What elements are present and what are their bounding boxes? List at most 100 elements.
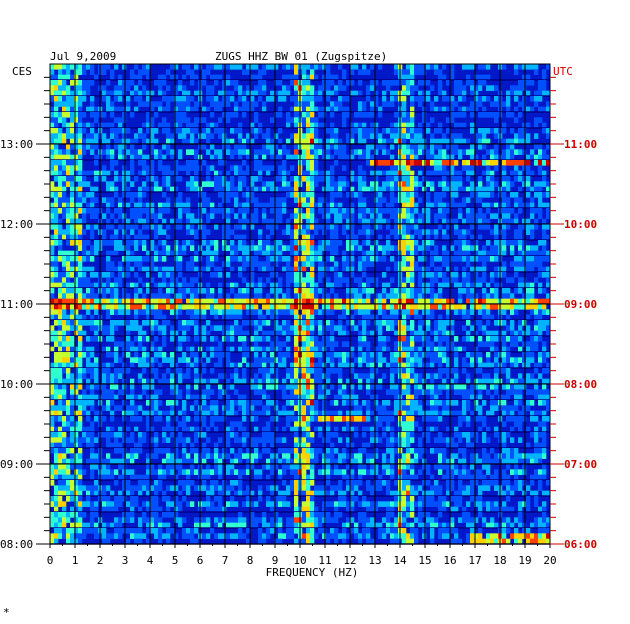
spectrogram-cell bbox=[330, 352, 335, 358]
spectrogram-cell bbox=[142, 298, 147, 305]
spectrogram-cell bbox=[406, 181, 411, 187]
spectrogram-cell bbox=[418, 272, 423, 278]
spectrogram-cell bbox=[530, 330, 535, 337]
spectrogram-cell bbox=[234, 202, 239, 209]
spectrogram-cell bbox=[482, 341, 487, 347]
spectrogram-cell bbox=[502, 165, 507, 171]
spectrogram-cell bbox=[190, 160, 195, 166]
spectrogram-cell bbox=[162, 165, 167, 171]
spectrogram-cell bbox=[366, 218, 371, 225]
spectrogram-cell bbox=[170, 309, 175, 315]
spectrogram-cell bbox=[266, 378, 271, 385]
spectrogram-cell bbox=[494, 234, 499, 241]
spectrogram-cell bbox=[242, 368, 247, 374]
spectrogram-cell bbox=[358, 378, 363, 385]
spectrogram-cell bbox=[130, 341, 135, 347]
spectrogram-cell bbox=[346, 293, 351, 299]
spectrogram-cell bbox=[442, 368, 447, 374]
spectrogram-cell bbox=[234, 64, 239, 70]
spectrogram-cell bbox=[134, 314, 139, 321]
spectrogram-cell bbox=[454, 144, 459, 150]
spectrogram-cell bbox=[262, 106, 267, 113]
spectrogram-cell bbox=[234, 213, 239, 219]
spectrogram-cell bbox=[506, 90, 511, 97]
spectrogram-cell bbox=[394, 384, 399, 390]
spectrogram-cell bbox=[126, 261, 131, 267]
spectrogram-cell bbox=[382, 149, 387, 155]
spectrogram-cell bbox=[254, 154, 259, 161]
spectrogram-cell bbox=[114, 208, 119, 214]
spectrogram-cell bbox=[358, 133, 363, 139]
spectrogram-cell bbox=[70, 112, 75, 118]
spectrogram-cell bbox=[274, 309, 279, 315]
spectrogram-cell bbox=[294, 133, 299, 139]
spectrogram-cell bbox=[190, 122, 195, 129]
spectrogram-cell bbox=[358, 106, 363, 113]
spectrogram-cell bbox=[110, 282, 115, 289]
spectrogram-cell bbox=[370, 218, 375, 225]
spectrogram-cell bbox=[442, 336, 447, 342]
spectrogram-cell bbox=[342, 186, 347, 193]
spectrogram-cell bbox=[502, 154, 507, 161]
spectrogram-cell bbox=[314, 352, 319, 358]
spectrogram-cell bbox=[118, 341, 123, 347]
spectrogram-cell bbox=[106, 346, 111, 353]
spectrogram-cell bbox=[354, 149, 359, 155]
spectrogram-cell bbox=[254, 320, 259, 326]
spectrogram-cell bbox=[474, 298, 479, 305]
spectrogram-cell bbox=[114, 346, 119, 353]
spectrogram-cell bbox=[118, 176, 123, 182]
spectrogram-cell bbox=[194, 336, 199, 342]
spectrogram-cell bbox=[174, 368, 179, 374]
spectrogram-cell bbox=[458, 170, 463, 177]
spectrogram-cell bbox=[66, 128, 71, 134]
spectrogram-cell bbox=[474, 90, 479, 97]
spectrogram-cell bbox=[338, 272, 343, 278]
spectrogram-cell bbox=[294, 245, 299, 251]
spectrogram-cell bbox=[538, 154, 543, 161]
spectrogram-cell bbox=[82, 192, 87, 198]
spectrogram-cell bbox=[302, 144, 307, 150]
spectrogram-cell bbox=[142, 181, 147, 187]
spectrogram-cell bbox=[430, 138, 435, 145]
spectrogram-cell bbox=[314, 144, 319, 150]
spectrogram-cell bbox=[518, 304, 523, 310]
spectrogram-cell bbox=[74, 298, 79, 305]
spectrogram-cell bbox=[150, 346, 155, 353]
spectrogram-cell bbox=[90, 122, 95, 129]
spectrogram-cell bbox=[54, 378, 59, 385]
spectrogram-cell bbox=[494, 330, 499, 337]
spectrogram-cell bbox=[182, 320, 187, 326]
spectrogram-cell bbox=[314, 288, 319, 294]
spectrogram-cell bbox=[394, 288, 399, 294]
spectrogram-cell bbox=[278, 256, 283, 262]
spectrogram-cell bbox=[422, 213, 427, 219]
spectrogram-cell bbox=[402, 240, 407, 246]
spectrogram-cell bbox=[226, 181, 231, 187]
spectrogram-cell bbox=[510, 384, 515, 390]
spectrogram-cell bbox=[226, 80, 231, 86]
spectrogram-cell bbox=[50, 202, 55, 209]
spectrogram-cell bbox=[402, 160, 407, 166]
spectrogram-cell bbox=[494, 160, 499, 166]
spectrogram-cell bbox=[162, 80, 167, 86]
spectrogram-cell bbox=[302, 138, 307, 145]
spectrogram-cell bbox=[486, 160, 491, 166]
spectrogram-cell bbox=[338, 80, 343, 86]
spectrogram-cell bbox=[50, 304, 55, 310]
spectrogram-cell bbox=[210, 261, 215, 267]
spectrogram-cell bbox=[322, 373, 327, 379]
spectrogram-cell bbox=[306, 245, 311, 251]
spectrogram-cell bbox=[530, 357, 535, 363]
spectrogram-cell bbox=[110, 362, 115, 369]
spectrogram-cell bbox=[438, 352, 443, 358]
spectrogram-cell bbox=[62, 282, 67, 289]
spectrogram-cell bbox=[130, 80, 135, 86]
spectrogram-cell bbox=[186, 64, 191, 70]
spectrogram-cell bbox=[538, 266, 543, 273]
spectrogram-cell bbox=[86, 240, 91, 246]
spectrogram-cell bbox=[522, 250, 527, 257]
spectrogram-cell bbox=[442, 181, 447, 187]
spectrogram-cell bbox=[494, 320, 499, 326]
spectrogram-cell bbox=[242, 320, 247, 326]
